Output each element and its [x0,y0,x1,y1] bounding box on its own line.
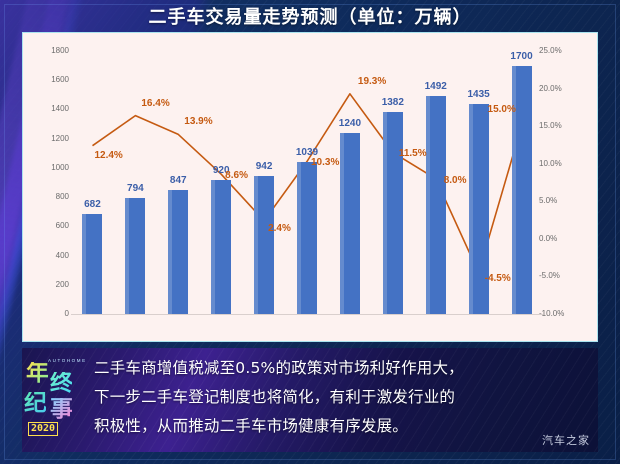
caption-line-1: 二手车商增值税减至0.5%的政策对市场利好作用大， [94,359,464,377]
bar-highlight [82,214,87,314]
bar [339,132,360,314]
y-axis-tick: 0 [64,309,69,318]
logo-subtitle: AUTOHOME [48,358,87,363]
y2-axis-tick: 10.0% [539,158,562,168]
logo-char-1: 年 [26,360,49,386]
y-axis-tick: 800 [55,192,69,202]
bar-highlight [125,198,130,314]
y-axis-tick: 1600 [51,75,69,85]
bar [82,214,103,314]
growth-rate-label: 2.4% [268,222,291,234]
growth-rate-label: 8.6% [225,170,248,182]
bar [297,162,317,314]
caption-text: 二手车商增值税减至0.5%的政策对市场利好作用大， 下一步二手车登记制度也将简化… [94,354,592,441]
bar-value-label: 682 [84,199,101,211]
y-axis-tick: 1200 [51,133,69,143]
caption-panel: AUTOHOME 年 终 纪 事 2020 二手车商增值税减至0.5%的政策对市… [22,348,598,452]
caption-line-3: 积极性，从而推动二手车市场健康有序发展。 [94,417,409,435]
growth-rate-label: -4.5% [484,272,511,284]
y-axis-tick: 400 [55,250,69,260]
bar-value-label: 1700 [510,50,533,62]
y2-axis-tick: 15.0% [539,121,562,131]
bar-value-label: 1240 [338,117,362,129]
bar [382,112,403,314]
y-axis-tick: 1400 [51,104,69,114]
logo-char-2: 终 [50,370,73,396]
growth-rate-label: 15.0% [487,104,516,116]
page-title: 二手车交易量走势预测（单位：万辆） [148,6,472,28]
bar [125,198,146,314]
bar-highlight [382,112,387,314]
chart-plot-area: 0 200 400 600 800 1000 1200 1400 1600 1800 -10.0% -… [23,33,599,364]
bar-value-label: 920 [212,164,230,176]
y2-axis-tick: -10.0% [539,309,565,318]
bar-value-label: 794 [127,182,144,194]
bar [511,65,532,314]
bar [425,96,446,314]
y2-axis-tick: 20.0% [539,83,562,93]
x-axis-line [71,314,543,315]
y2-axis-tick: 0.0% [539,233,558,243]
caption-line-2: 下一步二手车登记制度也将简化，有利于激发行业的 [94,388,456,406]
caption-background [22,348,598,452]
y-axis-tick: 600 [55,221,69,231]
chart-panel: 0 200 400 600 800 1000 1200 1400 1600 1800 -10.0% -… [22,32,599,364]
bar-value-label: 1382 [381,97,404,109]
y2-axis-tick: -5.0% [539,271,560,281]
y2-axis-tick: 25.0% [539,46,562,55]
bar [168,190,189,314]
bar-value-label: 1435 [467,89,490,101]
caption-texture [22,348,598,452]
bar-value-label: 847 [169,175,187,187]
logo-year: 2020 [28,422,59,436]
growth-rate-label: 19.3% [357,75,387,87]
bar [468,104,489,314]
growth-rate-label: 11.5% [398,148,427,160]
bar-value-label: 942 [255,161,273,173]
growth-rate-label: 10.3% [311,157,340,169]
y-axis-tick: 1800 [51,46,69,55]
bar-highlight [468,104,473,314]
bar-highlight [339,132,344,314]
bar [254,176,275,314]
growth-rate-label: 16.4% [141,97,170,109]
bar [211,179,232,314]
logo-char-3: 纪 [24,390,47,416]
watermark: 汽车之家 [542,434,590,447]
growth-rate-label: 13.9% [184,116,213,128]
bar-highlight [425,96,430,314]
bar-highlight [168,190,173,314]
growth-rate-label: 12.4% [94,149,123,161]
bar-highlight [254,176,259,314]
y2-axis-tick: 5.0% [539,196,558,206]
yearend-logo: AUTOHOME 年 终 纪 事 2020 [24,356,90,444]
bar-value-label: 1039 [295,147,319,159]
growth-rate-label: 8.0% [443,174,467,186]
bar-highlight [511,65,516,314]
y-axis-tick: 200 [55,279,69,289]
y-axis-tick: 1000 [51,162,69,172]
bar-highlight [297,162,301,314]
bar-highlight [211,179,216,314]
bar-value-label: 1492 [424,81,447,92]
title-bar: 二手车交易量走势预测（单位：万辆） [0,0,620,31]
logo-char-4: 事 [50,396,73,422]
